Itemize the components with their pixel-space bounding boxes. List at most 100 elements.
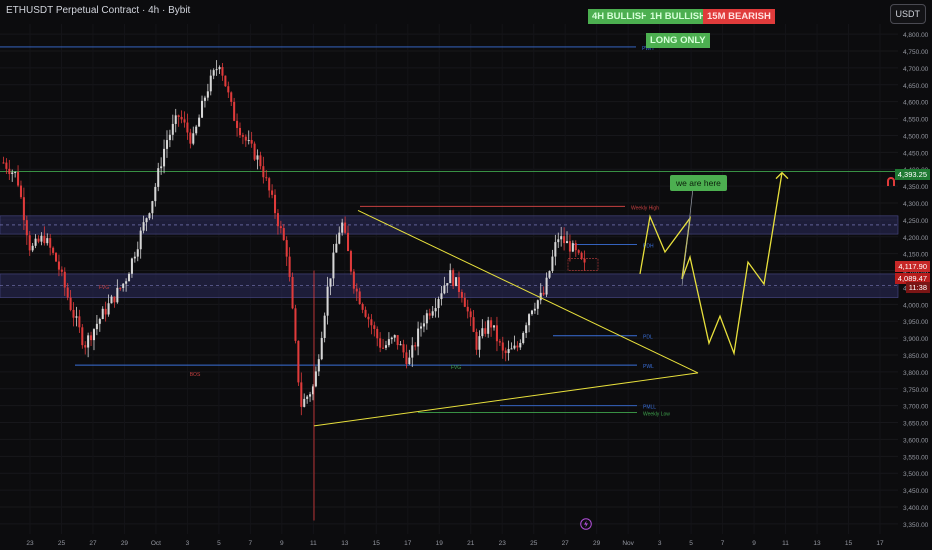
x-tick-label: 3 xyxy=(186,540,190,547)
candle-body xyxy=(297,340,300,383)
candle-body xyxy=(273,194,277,214)
y-tick-label: 3,850.00 xyxy=(903,353,929,360)
candle-body xyxy=(154,186,157,202)
candle-body xyxy=(40,235,43,242)
candle-body xyxy=(233,101,236,121)
candle-body xyxy=(565,241,569,244)
x-tick-label: 17 xyxy=(404,540,412,547)
candle-body xyxy=(533,308,536,311)
annotation-label: BOS xyxy=(190,372,201,378)
y-tick-label: 4,800.00 xyxy=(903,32,929,39)
candle-body xyxy=(349,251,352,272)
y-tick-label: 3,550.00 xyxy=(903,454,929,461)
time-axis[interactable]: 23 25 27 29 Oct 3 5 7 9 11 13 15 17 19 21 23 25 27 29 Nov 3 5… xyxy=(26,540,884,547)
triangle-lower-line xyxy=(313,372,699,427)
x-tick-label: 5 xyxy=(217,540,221,547)
candle-body xyxy=(151,201,154,214)
candle-body xyxy=(262,166,265,178)
candle-body xyxy=(49,238,52,248)
candle-body xyxy=(113,296,116,303)
candle-body xyxy=(66,287,69,298)
candle-body xyxy=(212,70,215,76)
candle-body xyxy=(230,92,233,102)
candle-body xyxy=(107,303,110,315)
candle-body xyxy=(221,67,224,76)
badge-long-only: LONG ONLY xyxy=(646,33,710,48)
candle-body xyxy=(501,342,504,351)
candle-body xyxy=(259,155,262,167)
candle-body xyxy=(288,256,291,277)
candle-body xyxy=(8,168,11,175)
candle-body xyxy=(37,238,40,242)
candle-body xyxy=(116,287,119,303)
candle-body xyxy=(446,283,449,286)
annotation-label: FVG xyxy=(451,365,461,371)
candle-body xyxy=(52,247,55,253)
candle-body xyxy=(81,327,84,346)
candle-body xyxy=(63,271,66,288)
lightning-icon[interactable] xyxy=(580,518,592,530)
candle-body xyxy=(332,252,335,279)
y-tick-label: 4,100.00 xyxy=(903,269,929,276)
candle-body xyxy=(475,331,478,350)
candle-body xyxy=(469,311,472,318)
candle-body xyxy=(309,394,312,397)
callout-pointer xyxy=(681,187,694,287)
x-tick-label: 7 xyxy=(721,540,725,547)
y-tick-label: 3,450.00 xyxy=(903,488,929,495)
candle-body xyxy=(481,328,484,337)
candle-body xyxy=(271,190,274,195)
candle-body xyxy=(574,243,577,251)
candle-body xyxy=(346,232,350,252)
candle-body xyxy=(180,116,183,120)
x-tick-label: 15 xyxy=(845,540,853,547)
candle-body xyxy=(163,148,166,167)
candle-body xyxy=(19,185,23,198)
candle-body xyxy=(285,240,288,257)
candle-body xyxy=(396,335,399,346)
candle-body xyxy=(376,328,379,339)
level-label: PWH xyxy=(642,46,654,52)
candle-body xyxy=(525,325,528,333)
candle-body xyxy=(238,127,242,136)
candle-body xyxy=(513,345,516,349)
triangle-upper-line xyxy=(357,209,699,374)
projection-arrowhead xyxy=(775,171,789,180)
candle-body xyxy=(443,285,446,294)
magnet-icon[interactable] xyxy=(885,176,897,188)
candle-body xyxy=(402,344,405,353)
candle-body xyxy=(551,256,554,272)
candle-body xyxy=(279,226,282,229)
x-tick-label: 13 xyxy=(341,540,349,547)
candle-body xyxy=(95,323,98,330)
symbol-title: ETHUSDT Perpetual Contract · 4h · Bybit xyxy=(6,5,191,16)
candle-body xyxy=(344,222,347,233)
candle-body xyxy=(335,243,338,253)
candle-body xyxy=(136,249,139,257)
candle-body xyxy=(244,136,247,141)
level-label: PMLL xyxy=(643,405,656,411)
candle-body xyxy=(408,357,411,365)
candle-body xyxy=(294,308,297,341)
candle-body xyxy=(498,341,501,343)
x-tick-label: 13 xyxy=(813,540,821,547)
currency-button[interactable]: USDT xyxy=(889,4,926,24)
candle-body xyxy=(104,308,107,315)
candle-body xyxy=(195,126,198,134)
candle-body xyxy=(495,325,498,342)
candle-body xyxy=(419,326,423,329)
candle-body xyxy=(530,310,534,315)
current-range-box xyxy=(567,258,599,271)
candle-body xyxy=(522,332,525,344)
candle-body xyxy=(320,337,323,360)
y-tick-label: 4,500.00 xyxy=(903,133,929,140)
candle-body xyxy=(460,291,463,298)
y-tick-label: 4,000.00 xyxy=(903,302,929,309)
candle-body xyxy=(247,140,250,142)
candle-body xyxy=(390,337,393,340)
x-tick-label: 21 xyxy=(467,540,475,547)
x-tick-label: 7 xyxy=(249,540,253,547)
chart-annotations: BOS FVG FVG xyxy=(99,258,599,378)
